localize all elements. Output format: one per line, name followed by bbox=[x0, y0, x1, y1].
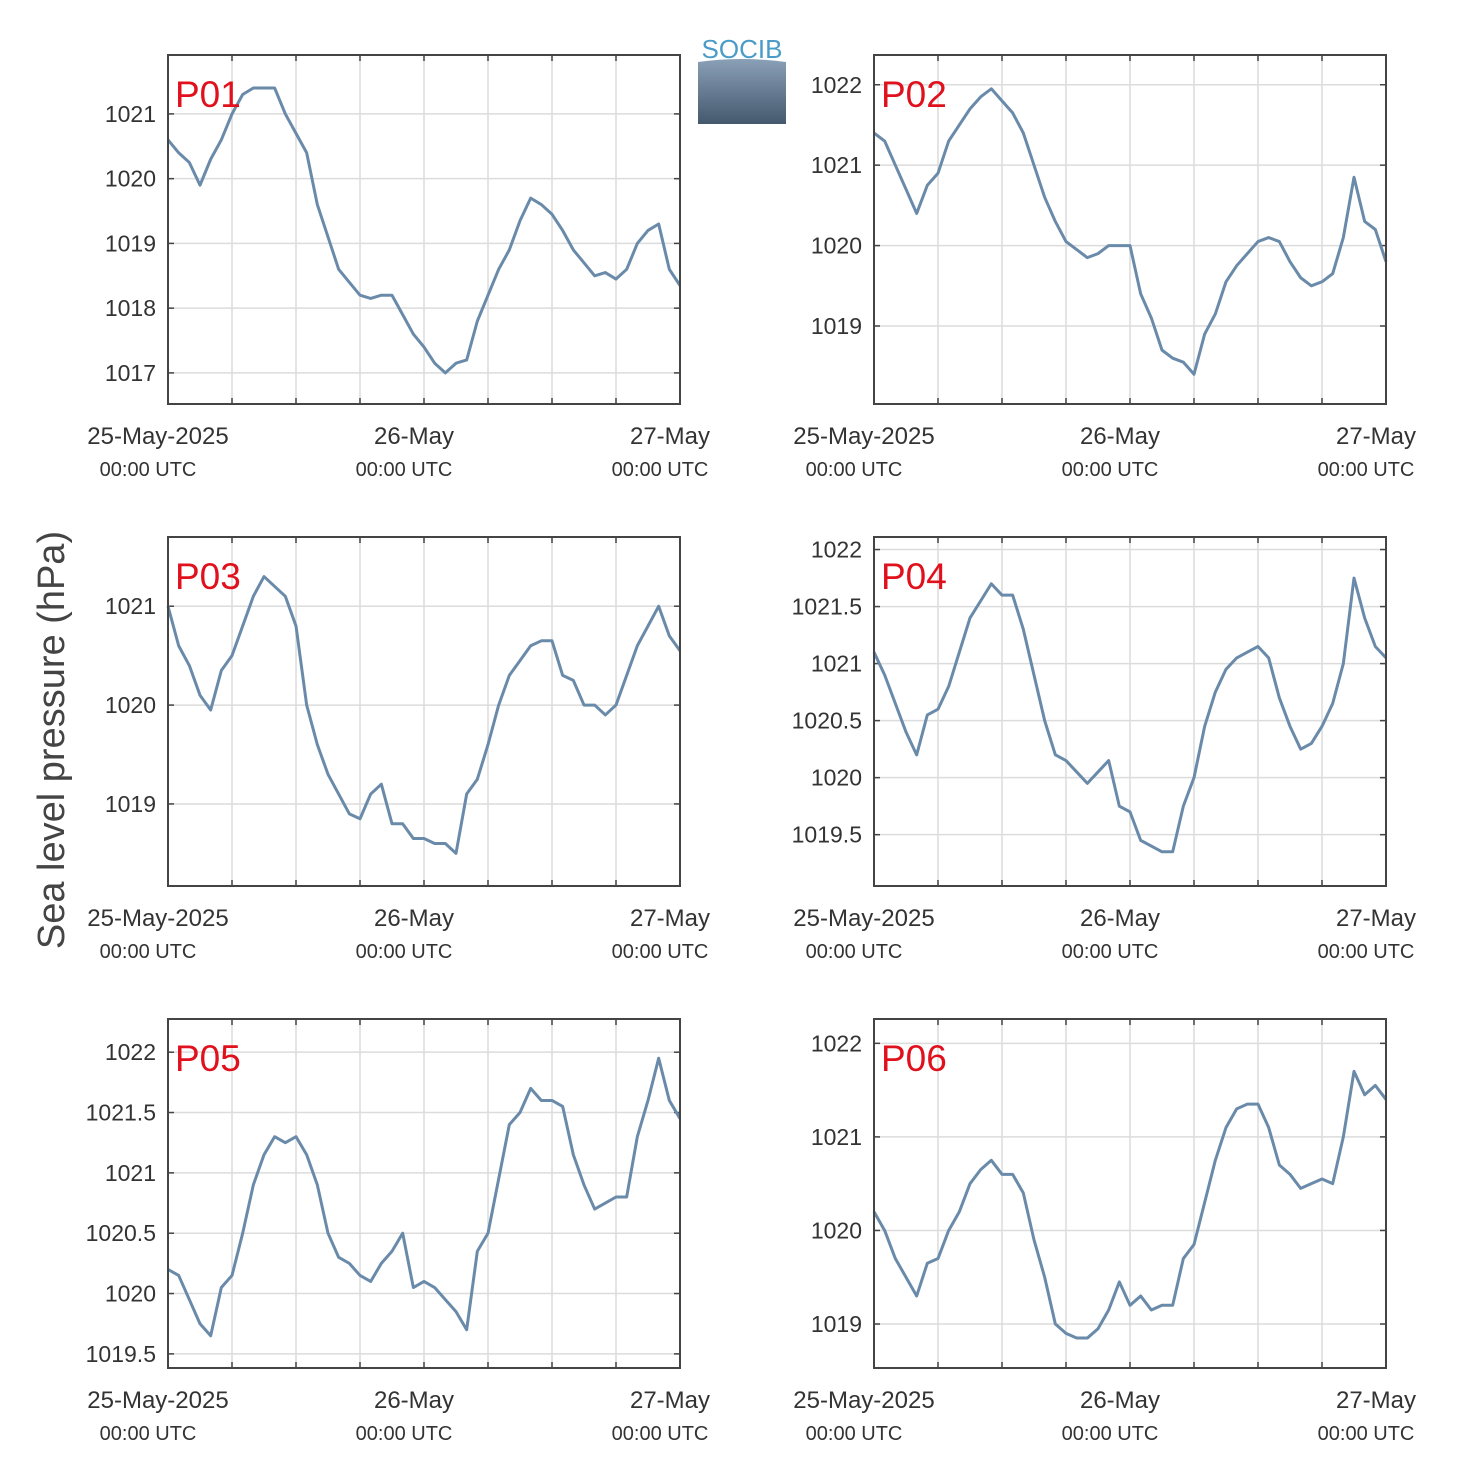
x-tick-label: 27-May bbox=[1336, 905, 1416, 932]
x-tick-label: 00:00 UTC bbox=[100, 1423, 197, 1445]
x-tick-label: 25-May-2025 bbox=[87, 1387, 228, 1414]
x-tick-label: 25-May-2025 bbox=[87, 423, 228, 450]
x-tick-label: 00:00 UTC bbox=[806, 459, 903, 481]
y-tick-label: 1021 bbox=[105, 1160, 156, 1186]
x-tick-label: 00:00 UTC bbox=[806, 941, 903, 963]
x-tick-label: 27-May bbox=[630, 1387, 710, 1414]
x-tick-label: 26-May bbox=[1080, 905, 1160, 932]
x-tick-label: 00:00 UTC bbox=[1318, 941, 1415, 963]
x-tick-label: 00:00 UTC bbox=[356, 459, 453, 481]
y-tick-label: 1022 bbox=[811, 537, 862, 563]
x-tick-label: 00:00 UTC bbox=[100, 941, 197, 963]
y-tick-label: 1019 bbox=[105, 791, 156, 817]
pressure-line bbox=[873, 87, 1388, 376]
y-tick-label: 1020 bbox=[811, 765, 862, 791]
y-tick-label: 1020 bbox=[105, 692, 156, 718]
y-tick-label: 1021 bbox=[105, 101, 156, 127]
y-tick-label: 1022 bbox=[105, 1039, 156, 1065]
x-tick-label: 00:00 UTC bbox=[1318, 459, 1415, 481]
pressure-line bbox=[167, 1056, 682, 1338]
y-tick-label: 1021.5 bbox=[792, 594, 862, 620]
pressure-line bbox=[166, 86, 682, 375]
pressure-line bbox=[872, 576, 1388, 854]
x-tick-label: 00:00 UTC bbox=[1318, 1423, 1415, 1445]
subplot: 25-May-2025 00:00 UTC 26-May 00:00 UTC 27-Ma… bbox=[792, 536, 1416, 963]
x-tick-label: 00:00 UTC bbox=[612, 459, 709, 481]
y-tick-label: 1020 bbox=[811, 1217, 862, 1243]
subplot: 25-May-2025 00:00 UTC 26-May 00:00 UTC 27-Ma… bbox=[87, 54, 710, 481]
y-tick-label: 1019 bbox=[811, 313, 862, 339]
y-tick-label: 1019.5 bbox=[86, 1341, 156, 1367]
logo-shape bbox=[698, 59, 786, 124]
y-tick-label: 1019.5 bbox=[792, 822, 862, 848]
y-axis-label: Sea level pressure (hPa) bbox=[31, 531, 73, 949]
subplot: 25-May-2025 00:00 UTC 26-May 00:00 UTC 27-Ma… bbox=[793, 1018, 1416, 1445]
panel-title: P04 bbox=[881, 556, 947, 597]
panel-title: P03 bbox=[175, 556, 241, 597]
y-tick-label: 1022 bbox=[811, 72, 862, 98]
y-tick-label: 1021 bbox=[105, 593, 156, 619]
x-tick-label: 00:00 UTC bbox=[612, 941, 709, 963]
x-tick-label: 26-May bbox=[374, 1387, 454, 1414]
y-tick-label: 1020.5 bbox=[792, 708, 862, 734]
subplot: 25-May-2025 00:00 UTC 26-May 00:00 UTC 27-Ma… bbox=[87, 536, 710, 963]
y-tick-label: 1020 bbox=[105, 1281, 156, 1307]
x-tick-label: 25-May-2025 bbox=[793, 423, 934, 450]
x-tick-label: 00:00 UTC bbox=[1062, 459, 1159, 481]
subplot: 25-May-2025 00:00 UTC 26-May 00:00 UTC 27-Ma… bbox=[86, 1018, 710, 1445]
pressure-line bbox=[872, 1069, 1388, 1340]
logo-text: SOCIB bbox=[702, 34, 783, 64]
x-tick-label: 27-May bbox=[1336, 1387, 1416, 1414]
x-tick-label: 00:00 UTC bbox=[1062, 1423, 1159, 1445]
x-tick-label: 26-May bbox=[374, 905, 454, 932]
x-tick-label: 27-May bbox=[1336, 423, 1416, 450]
y-tick-label: 1019 bbox=[811, 1311, 862, 1337]
x-tick-label: 25-May-2025 bbox=[793, 905, 934, 932]
x-tick-label: 25-May-2025 bbox=[87, 905, 228, 932]
y-tick-label: 1021 bbox=[811, 152, 862, 178]
x-tick-label: 25-May-2025 bbox=[793, 1387, 934, 1414]
x-tick-label: 26-May bbox=[374, 423, 454, 450]
x-tick-label: 26-May bbox=[1080, 423, 1160, 450]
axes-frame bbox=[873, 536, 1387, 887]
x-tick-label: 27-May bbox=[630, 905, 710, 932]
x-tick-label: 00:00 UTC bbox=[806, 1423, 903, 1445]
x-tick-label: 00:00 UTC bbox=[356, 941, 453, 963]
y-tick-label: 1020 bbox=[105, 166, 156, 192]
panel-title: P02 bbox=[881, 74, 947, 115]
x-tick-label: 00:00 UTC bbox=[612, 1423, 709, 1445]
y-tick-label: 1020.5 bbox=[86, 1220, 156, 1246]
axes-frame bbox=[873, 54, 1387, 405]
x-tick-label: 00:00 UTC bbox=[356, 1423, 453, 1445]
panel-title: P06 bbox=[881, 1038, 947, 1079]
y-tick-label: 1021.5 bbox=[86, 1100, 156, 1126]
y-tick-label: 1020 bbox=[811, 233, 862, 259]
logo: SOCIB bbox=[698, 34, 786, 124]
x-tick-label: 27-May bbox=[630, 423, 710, 450]
subplot: 25-May-2025 00:00 UTC 26-May 00:00 UTC 27-Ma… bbox=[793, 54, 1416, 481]
axes-frame bbox=[167, 1018, 681, 1369]
y-tick-label: 1022 bbox=[811, 1030, 862, 1056]
y-tick-label: 1019 bbox=[105, 230, 156, 256]
axes-frame bbox=[167, 54, 681, 405]
y-tick-label: 1021 bbox=[811, 651, 862, 677]
panel-title: P05 bbox=[175, 1038, 241, 1079]
x-tick-label: 26-May bbox=[1080, 1387, 1160, 1414]
axes-frame bbox=[873, 1018, 1387, 1369]
y-tick-label: 1018 bbox=[105, 295, 156, 321]
y-tick-label: 1017 bbox=[105, 360, 156, 386]
pressure-line bbox=[166, 575, 682, 855]
x-tick-label: 00:00 UTC bbox=[100, 459, 197, 481]
panel-title: P01 bbox=[175, 74, 241, 115]
axes-frame bbox=[167, 536, 681, 887]
x-tick-label: 00:00 UTC bbox=[1062, 941, 1159, 963]
y-tick-label: 1021 bbox=[811, 1124, 862, 1150]
